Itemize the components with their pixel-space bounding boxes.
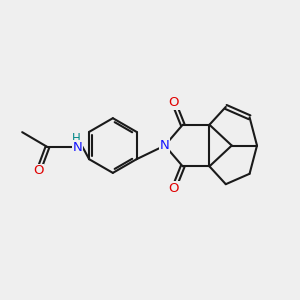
Text: H: H — [72, 132, 81, 145]
Text: O: O — [33, 164, 44, 177]
Text: N: N — [72, 140, 82, 154]
Text: O: O — [169, 96, 179, 109]
Text: O: O — [169, 182, 179, 195]
Text: N: N — [160, 139, 170, 152]
